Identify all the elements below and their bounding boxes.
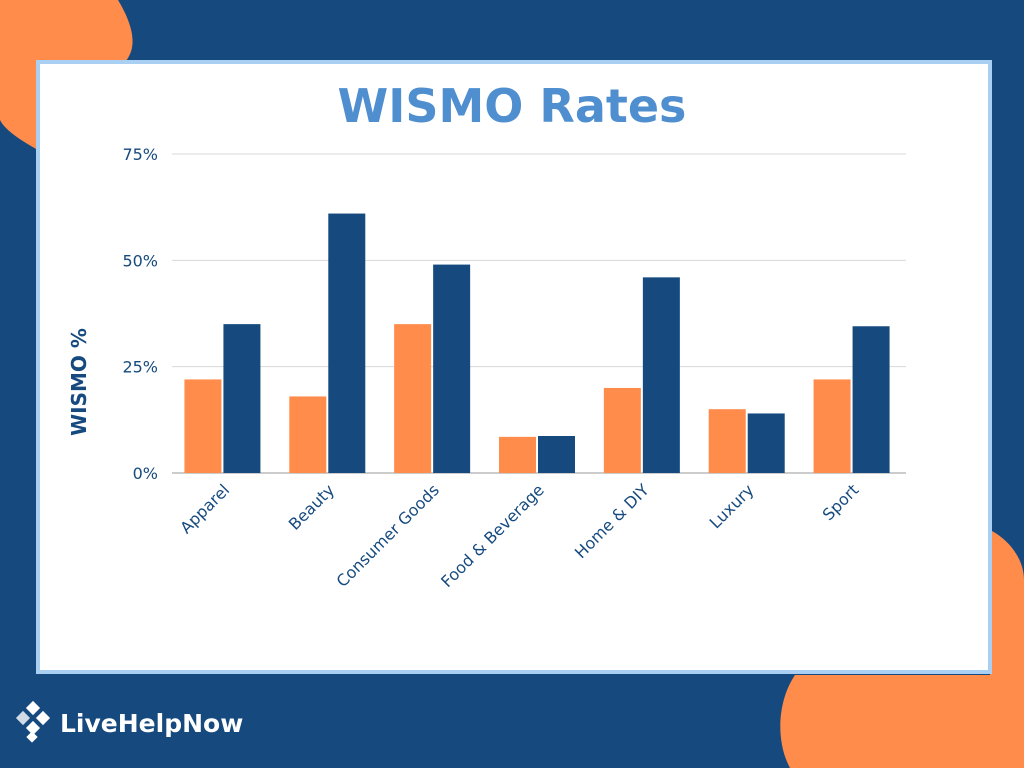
y-tick-label: 50% — [122, 251, 158, 270]
bar-apparel-series-2 — [223, 324, 261, 473]
bar-apparel-series-1 — [184, 379, 222, 473]
bar-luxury-series-2 — [747, 413, 785, 473]
bar-food-beverage-series-2 — [538, 435, 575, 473]
diamond-cluster-icon — [15, 700, 51, 743]
bar-luxury-series-1 — [708, 409, 746, 473]
bar-food-beverage-series-1 — [499, 436, 536, 473]
brand-logo: LiveHelpNow — [15, 700, 243, 743]
y-tick-label: 0% — [133, 464, 158, 483]
y-tick-label: 25% — [122, 358, 158, 377]
bar-sport-series-1 — [813, 379, 851, 473]
y-tick-label: 75% — [122, 145, 158, 164]
y-axis-label: WISMO % — [67, 328, 91, 436]
orange-blob-top-left — [0, 0, 133, 150]
bar-sport-series-2 — [852, 326, 890, 473]
bar-home-diy-series-2 — [642, 277, 680, 473]
bar-consumer-goods-series-2 — [433, 264, 471, 473]
orange-blob-bottom-right — [780, 530, 1024, 768]
bar-home-diy-series-1 — [603, 387, 641, 473]
brand-name: LiveHelpNow — [60, 709, 243, 738]
bar-beauty-series-1 — [289, 396, 327, 473]
bar-beauty-series-2 — [328, 213, 366, 473]
bar-consumer-goods-series-1 — [394, 324, 432, 473]
chart-title: WISMO Rates — [338, 79, 687, 133]
